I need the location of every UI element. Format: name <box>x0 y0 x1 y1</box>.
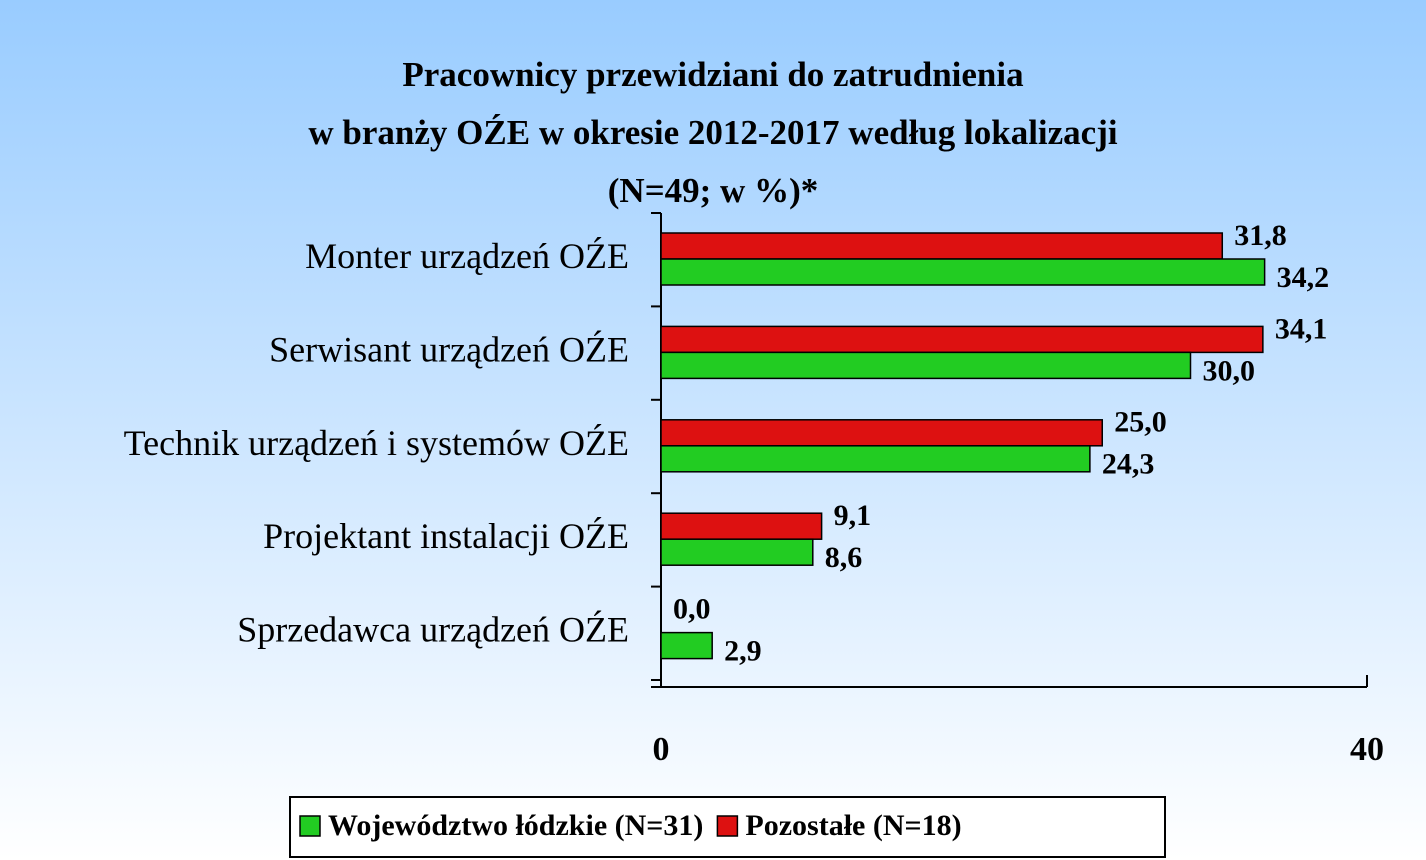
data-label: 25,0 <box>1114 406 1167 439</box>
bar <box>660 351 1192 380</box>
bar <box>660 258 1266 286</box>
legend-swatch <box>716 815 739 837</box>
bar <box>660 325 1264 354</box>
bar <box>660 445 1091 473</box>
data-label: 34,2 <box>1277 261 1330 294</box>
data-label: 31,8 <box>1234 219 1287 252</box>
bar <box>660 631 713 660</box>
data-label: 24,3 <box>1102 448 1155 481</box>
legend-label: Województwo łódzkie (N=31) <box>328 809 703 842</box>
category-label: Projektant instalacji OŹE <box>263 516 629 556</box>
category-label: Monter urządzeń OŹE <box>305 236 629 276</box>
bar <box>660 232 1224 260</box>
category-label: Sprzedawca urządzeń OŹE <box>237 610 629 650</box>
legend-swatch <box>299 815 321 837</box>
category-label: Technik urządzeń i systemów OŹE <box>124 423 629 463</box>
chart-title: w branży OŹE w okresie 2012-2017 według … <box>308 113 1117 152</box>
x-tick-label: 0 <box>653 731 670 768</box>
chart-title: (N=49; w %)* <box>608 171 818 210</box>
bar <box>660 512 823 540</box>
data-label: 8,6 <box>825 541 863 574</box>
category-label: Serwisant urządzeń OŹE <box>269 329 629 369</box>
x-tick-label: 40 <box>1350 731 1384 768</box>
bar <box>660 419 1103 447</box>
data-label: 34,1 <box>1275 312 1328 345</box>
chart-title: Pracownicy przewidziani do zatrudnienia <box>402 55 1023 94</box>
data-label: 30,0 <box>1203 354 1256 387</box>
bar <box>660 538 814 566</box>
legend-label: Pozostałe (N=18) <box>745 809 961 842</box>
data-label: 0,0 <box>673 592 711 625</box>
data-label: 2,9 <box>724 634 762 667</box>
data-label: 9,1 <box>834 499 872 532</box>
